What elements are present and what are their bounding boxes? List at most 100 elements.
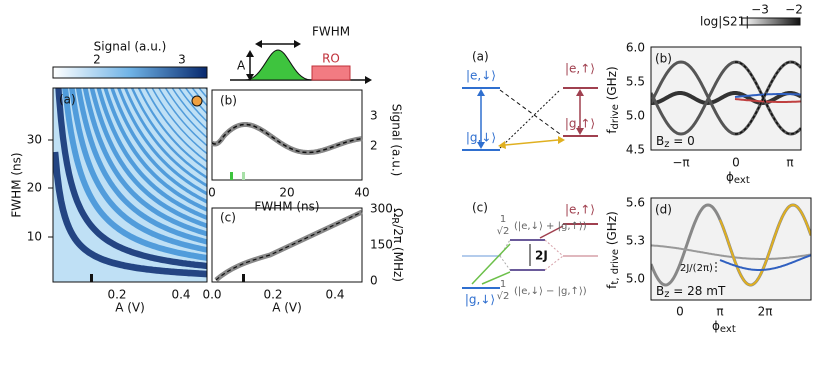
y-tick-label: 30 <box>27 133 42 147</box>
axes-frame <box>211 207 363 283</box>
y-tick-label: 2 <box>370 139 378 153</box>
axes-frame <box>650 197 812 301</box>
heatmap-stripe <box>164 88 207 139</box>
x-axis-label: FWHM (ns) <box>254 200 319 214</box>
heatmap-stripe <box>184 88 207 115</box>
heatmap-stripe <box>151 88 207 155</box>
y-tick-label: 5.0 <box>626 109 645 123</box>
x-tick-label: 0 <box>208 186 216 200</box>
heatmap-stripe <box>117 88 207 196</box>
colorbar <box>52 66 208 79</box>
x-axis-label: A (V) <box>115 301 145 315</box>
spectrum-line <box>719 254 811 271</box>
state-label: |g,↓⟩ <box>466 131 496 145</box>
heatmap-stripe <box>62 88 207 261</box>
axes-frame <box>52 87 208 283</box>
marker <box>90 274 93 282</box>
state-label: |g,↓⟩ <box>465 293 495 307</box>
panel-tag: (d) <box>655 203 672 217</box>
pulse-schematic <box>230 40 372 84</box>
spectrum-line <box>719 203 811 286</box>
coupling-label: 2J <box>535 249 548 263</box>
state-label: |e,↑⟩ <box>565 203 595 217</box>
amplitude-label: A <box>237 59 246 73</box>
colorbar-tick: −2 <box>785 3 803 17</box>
x-tick-label: 0 <box>732 156 740 170</box>
colorbar-tick: 2 <box>93 53 101 67</box>
heatmap-stripe <box>158 88 207 147</box>
spectrum-line <box>651 244 811 260</box>
colorbar <box>741 17 801 26</box>
superposition-state: (|e,↓⟩ − |g,↑⟩) <box>514 286 587 297</box>
fraction-numerator: 1 <box>500 214 506 225</box>
heatmap-stripe <box>89 88 207 229</box>
readout-label: RO <box>322 52 340 66</box>
heatmap-stripe <box>55 0 213 11</box>
heatmap-stripe <box>55 0 213 34</box>
x-axis-label: ϕext <box>726 170 750 187</box>
spectrum-line <box>734 61 801 135</box>
fraction-denominator: √2 <box>497 226 510 237</box>
heatmap-stripe <box>123 88 207 188</box>
x-tick-label: 0.2 <box>107 288 126 302</box>
panel-tag: (b) <box>220 94 237 108</box>
fit-curve <box>211 123 363 154</box>
y-axis-label: ΩR/2π (MHz) <box>389 208 406 282</box>
state-label: |g,↑⟩ <box>565 117 595 131</box>
y-tick-label: 4.5 <box>626 143 645 157</box>
x-tick-label: π <box>786 156 793 170</box>
y-tick-label: 5.3 <box>626 234 645 248</box>
x-tick-label: 0.0 <box>202 288 221 302</box>
panel-tag: (a) <box>472 50 489 64</box>
fraction-denominator: √2 <box>497 291 510 302</box>
y-tick-label: 300 <box>370 202 393 216</box>
y-tick-label: 5.0 <box>626 272 645 286</box>
state-label: |e,↓⟩ <box>466 69 496 83</box>
fit-curve <box>215 211 363 281</box>
state-label: |e,↑⟩ <box>565 62 595 76</box>
x-tick-label: 20 <box>279 186 294 200</box>
y-tick-label: 3 <box>370 109 378 123</box>
spectrum-line <box>651 60 801 136</box>
x-tick-label: −π <box>672 156 689 170</box>
heatmap-stripe <box>137 88 207 171</box>
heatmap-stripe <box>103 88 207 212</box>
level-diagram <box>462 87 598 151</box>
heatmap-stripe <box>55 88 207 270</box>
heatmap-stripe <box>55 0 213 19</box>
y-tick-label: 6.0 <box>626 41 645 55</box>
heatmap-stripe <box>130 88 207 180</box>
y-tick-label: 10 <box>27 230 42 244</box>
spectrum-line <box>651 91 801 105</box>
colorbar-tick: −3 <box>751 3 769 17</box>
x-axis-label: A (V) <box>272 301 302 315</box>
y-tick-label: 150 <box>370 238 393 252</box>
fwhm-label: FWHM <box>312 25 350 39</box>
panel-tag: (c) <box>220 211 236 225</box>
heatmap-stripe <box>110 88 207 204</box>
heatmap-stripe <box>178 88 207 123</box>
x-tick-label: 0 <box>676 305 684 319</box>
y-tick-label: 5.5 <box>626 75 645 89</box>
x-tick-label: 0.2 <box>263 288 282 302</box>
colorbar-label: log|S21| <box>700 15 749 29</box>
y-tick-label: 5.6 <box>626 196 645 210</box>
colorbar-tick: 3 <box>178 53 186 67</box>
heatmap-stripe <box>55 0 213 73</box>
heatmap-stripe <box>53 151 207 278</box>
heatmap-stripe <box>55 0 213 65</box>
spectrum-line <box>734 61 801 135</box>
x-tick-label: 40 <box>354 186 369 200</box>
panel-tag: (b) <box>655 52 672 66</box>
marker <box>191 95 203 107</box>
heatmap-stripe <box>69 88 207 253</box>
spectrum-line <box>734 98 801 103</box>
y-axis-label: FWHM (ns) <box>10 152 24 217</box>
heatmap-stripe <box>55 0 213 3</box>
panel-tag: (a) <box>59 93 76 107</box>
x-tick-label: π <box>716 305 723 319</box>
heatmap-stripe <box>82 88 207 237</box>
x-axis-label: ϕext <box>712 319 736 336</box>
heatmap-stripe <box>55 0 213 27</box>
